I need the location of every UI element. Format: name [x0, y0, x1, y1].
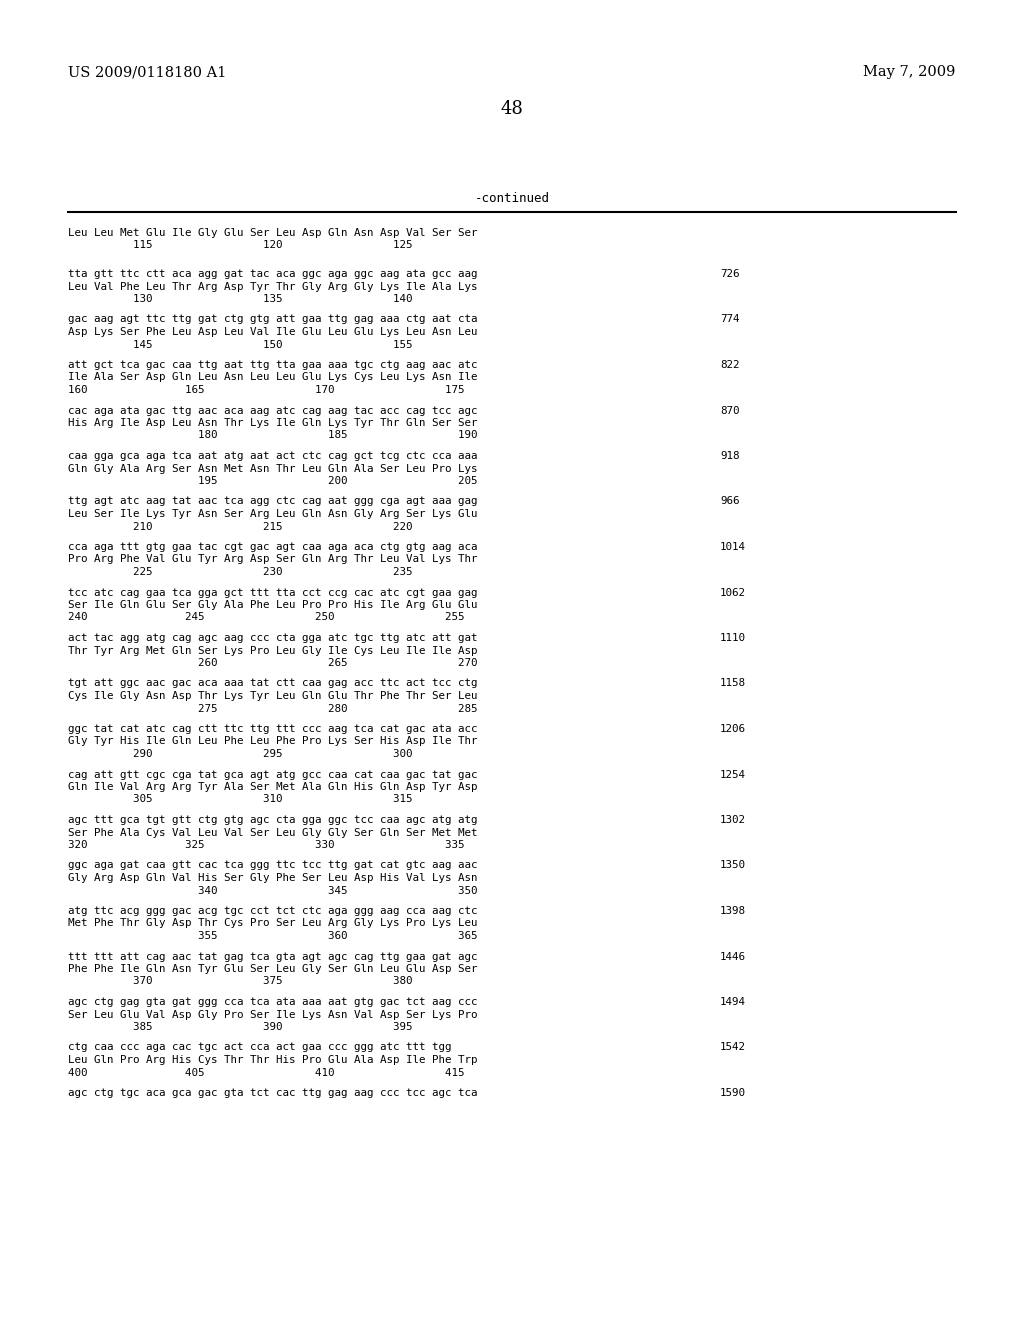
Text: agc ttt gca tgt gtt ctg gtg agc cta gga ggc tcc caa agc atg atg: agc ttt gca tgt gtt ctg gtg agc cta gga …	[68, 814, 477, 825]
Text: Ile Ala Ser Asp Gln Leu Asn Leu Leu Glu Lys Cys Leu Lys Asn Ile: Ile Ala Ser Asp Gln Leu Asn Leu Leu Glu …	[68, 372, 477, 383]
Text: 966: 966	[720, 496, 739, 507]
Text: 400               405                 410                 415: 400 405 410 415	[68, 1068, 465, 1077]
Text: agc ctg gag gta gat ggg cca tca ata aaa aat gtg gac tct aag ccc: agc ctg gag gta gat ggg cca tca ata aaa …	[68, 997, 477, 1007]
Text: ggc tat cat atc cag ctt ttc ttg ttt ccc aag tca cat gac ata acc: ggc tat cat atc cag ctt ttc ttg ttt ccc …	[68, 723, 477, 734]
Text: 1014: 1014	[720, 543, 746, 552]
Text: 1302: 1302	[720, 814, 746, 825]
Text: gac aag agt ttc ttg gat ctg gtg att gaa ttg gag aaa ctg aat cta: gac aag agt ttc ttg gat ctg gtg att gaa …	[68, 314, 477, 325]
Text: 1494: 1494	[720, 997, 746, 1007]
Text: cag att gtt cgc cga tat gca agt atg gcc caa cat caa gac tat gac: cag att gtt cgc cga tat gca agt atg gcc …	[68, 770, 477, 780]
Text: 145                 150                 155: 145 150 155	[68, 339, 413, 350]
Text: ttg agt atc aag tat aac tca agg ctc cag aat ggg cga agt aaa gag: ttg agt atc aag tat aac tca agg ctc cag …	[68, 496, 477, 507]
Text: 160               165                 170                 175: 160 165 170 175	[68, 385, 465, 395]
Text: caa gga gca aga tca aat atg aat act ctc cag gct tcg ctc cca aaa: caa gga gca aga tca aat atg aat act ctc …	[68, 451, 477, 461]
Text: 774: 774	[720, 314, 739, 325]
Text: 115                 120                 125: 115 120 125	[68, 240, 413, 251]
Text: -continued: -continued	[474, 191, 550, 205]
Text: 210                 215                 220: 210 215 220	[68, 521, 413, 532]
Text: Thr Tyr Arg Met Gln Ser Lys Pro Leu Gly Ile Cys Leu Ile Ile Asp: Thr Tyr Arg Met Gln Ser Lys Pro Leu Gly …	[68, 645, 477, 656]
Text: agc ctg tgc aca gca gac gta tct cac ttg gag aag ccc tcc agc tca: agc ctg tgc aca gca gac gta tct cac ttg …	[68, 1088, 477, 1098]
Text: 1158: 1158	[720, 678, 746, 689]
Text: Gly Arg Asp Gln Val His Ser Gly Phe Ser Leu Asp His Val Lys Asn: Gly Arg Asp Gln Val His Ser Gly Phe Ser …	[68, 873, 477, 883]
Text: Gln Ile Val Arg Arg Tyr Ala Ser Met Ala Gln His Gln Asp Tyr Asp: Gln Ile Val Arg Arg Tyr Ala Ser Met Ala …	[68, 781, 477, 792]
Text: 385                 390                 395: 385 390 395	[68, 1022, 413, 1032]
Text: act tac agg atg cag agc aag ccc cta gga atc tgc ttg atc att gat: act tac agg atg cag agc aag ccc cta gga …	[68, 634, 477, 643]
Text: Cys Ile Gly Asn Asp Thr Lys Tyr Leu Gln Glu Thr Phe Thr Ser Leu: Cys Ile Gly Asn Asp Thr Lys Tyr Leu Gln …	[68, 690, 477, 701]
Text: 370                 375                 380: 370 375 380	[68, 977, 413, 986]
Text: 305                 310                 315: 305 310 315	[68, 795, 413, 804]
Text: cac aga ata gac ttg aac aca aag atc cag aag tac acc cag tcc agc: cac aga ata gac ttg aac aca aag atc cag …	[68, 405, 477, 416]
Text: Met Phe Thr Gly Asp Thr Cys Pro Ser Leu Arg Gly Lys Pro Lys Leu: Met Phe Thr Gly Asp Thr Cys Pro Ser Leu …	[68, 919, 477, 928]
Text: tta gtt ttc ctt aca agg gat tac aca ggc aga ggc aag ata gcc aag: tta gtt ttc ctt aca agg gat tac aca ggc …	[68, 269, 477, 279]
Text: Ser Phe Ala Cys Val Leu Val Ser Leu Gly Gly Ser Gln Ser Met Met: Ser Phe Ala Cys Val Leu Val Ser Leu Gly …	[68, 828, 477, 837]
Text: 130                 135                 140: 130 135 140	[68, 294, 413, 304]
Text: 1542: 1542	[720, 1043, 746, 1052]
Text: Phe Phe Ile Gln Asn Tyr Glu Ser Leu Gly Ser Gln Leu Glu Asp Ser: Phe Phe Ile Gln Asn Tyr Glu Ser Leu Gly …	[68, 964, 477, 974]
Text: ctg caa ccc aga cac tgc act cca act gaa ccc ggg atc ttt tgg: ctg caa ccc aga cac tgc act cca act gaa …	[68, 1043, 452, 1052]
Text: Ser Ile Gln Glu Ser Gly Ala Phe Leu Pro Pro His Ile Arg Glu Glu: Ser Ile Gln Glu Ser Gly Ala Phe Leu Pro …	[68, 601, 477, 610]
Text: Leu Gln Pro Arg His Cys Thr Thr His Pro Glu Ala Asp Ile Phe Trp: Leu Gln Pro Arg His Cys Thr Thr His Pro …	[68, 1055, 477, 1065]
Text: 260                 265                 270: 260 265 270	[68, 657, 477, 668]
Text: Asp Lys Ser Phe Leu Asp Leu Val Ile Glu Leu Glu Lys Leu Asn Leu: Asp Lys Ser Phe Leu Asp Leu Val Ile Glu …	[68, 327, 477, 337]
Text: 822: 822	[720, 360, 739, 370]
Text: 870: 870	[720, 405, 739, 416]
Text: May 7, 2009: May 7, 2009	[862, 65, 955, 79]
Text: 340                 345                 350: 340 345 350	[68, 886, 477, 895]
Text: Ser Leu Glu Val Asp Gly Pro Ser Ile Lys Asn Val Asp Ser Lys Pro: Ser Leu Glu Val Asp Gly Pro Ser Ile Lys …	[68, 1010, 477, 1019]
Text: Gly Tyr His Ile Gln Leu Phe Leu Phe Pro Lys Ser His Asp Ile Thr: Gly Tyr His Ile Gln Leu Phe Leu Phe Pro …	[68, 737, 477, 747]
Text: att gct tca gac caa ttg aat ttg tta gaa aaa tgc ctg aag aac atc: att gct tca gac caa ttg aat ttg tta gaa …	[68, 360, 477, 370]
Text: Leu Val Phe Leu Thr Arg Asp Tyr Thr Gly Arg Gly Lys Ile Ala Lys: Leu Val Phe Leu Thr Arg Asp Tyr Thr Gly …	[68, 281, 477, 292]
Text: His Arg Ile Asp Leu Asn Thr Lys Ile Gln Lys Tyr Thr Gln Ser Ser: His Arg Ile Asp Leu Asn Thr Lys Ile Gln …	[68, 418, 477, 428]
Text: 355                 360                 365: 355 360 365	[68, 931, 477, 941]
Text: 1254: 1254	[720, 770, 746, 780]
Text: 726: 726	[720, 269, 739, 279]
Text: ttt ttt att cag aac tat gag tca gta agt agc cag ttg gaa gat agc: ttt ttt att cag aac tat gag tca gta agt …	[68, 952, 477, 961]
Text: 1446: 1446	[720, 952, 746, 961]
Text: atg ttc acg ggg gac acg tgc cct tct ctc aga ggg aag cca aag ctc: atg ttc acg ggg gac acg tgc cct tct ctc …	[68, 906, 477, 916]
Text: 1398: 1398	[720, 906, 746, 916]
Text: 180                 185                 190: 180 185 190	[68, 430, 477, 441]
Text: Pro Arg Phe Val Glu Tyr Arg Asp Ser Gln Arg Thr Leu Val Lys Thr: Pro Arg Phe Val Glu Tyr Arg Asp Ser Gln …	[68, 554, 477, 565]
Text: 225                 230                 235: 225 230 235	[68, 568, 413, 577]
Text: 290                 295                 300: 290 295 300	[68, 748, 413, 759]
Text: 48: 48	[501, 100, 523, 117]
Text: 240               245                 250                 255: 240 245 250 255	[68, 612, 465, 623]
Text: Leu Leu Met Glu Ile Gly Glu Ser Leu Asp Gln Asn Asp Val Ser Ser: Leu Leu Met Glu Ile Gly Glu Ser Leu Asp …	[68, 228, 477, 238]
Text: 1350: 1350	[720, 861, 746, 870]
Text: 275                 280                 285: 275 280 285	[68, 704, 477, 714]
Text: tcc atc cag gaa tca gga gct ttt tta cct ccg cac atc cgt gaa gag: tcc atc cag gaa tca gga gct ttt tta cct …	[68, 587, 477, 598]
Text: 1590: 1590	[720, 1088, 746, 1098]
Text: ggc aga gat caa gtt cac tca ggg ttc tcc ttg gat cat gtc aag aac: ggc aga gat caa gtt cac tca ggg ttc tcc …	[68, 861, 477, 870]
Text: cca aga ttt gtg gaa tac cgt gac agt caa aga aca ctg gtg aag aca: cca aga ttt gtg gaa tac cgt gac agt caa …	[68, 543, 477, 552]
Text: Leu Ser Ile Lys Tyr Asn Ser Arg Leu Gln Asn Gly Arg Ser Lys Glu: Leu Ser Ile Lys Tyr Asn Ser Arg Leu Gln …	[68, 510, 477, 519]
Text: 320               325                 330                 335: 320 325 330 335	[68, 840, 465, 850]
Text: 1206: 1206	[720, 723, 746, 734]
Text: Gln Gly Ala Arg Ser Asn Met Asn Thr Leu Gln Ala Ser Leu Pro Lys: Gln Gly Ala Arg Ser Asn Met Asn Thr Leu …	[68, 463, 477, 474]
Text: 1062: 1062	[720, 587, 746, 598]
Text: 918: 918	[720, 451, 739, 461]
Text: US 2009/0118180 A1: US 2009/0118180 A1	[68, 65, 226, 79]
Text: tgt att ggc aac gac aca aaa tat ctt caa gag acc ttc act tcc ctg: tgt att ggc aac gac aca aaa tat ctt caa …	[68, 678, 477, 689]
Text: 195                 200                 205: 195 200 205	[68, 477, 477, 486]
Text: 1110: 1110	[720, 634, 746, 643]
